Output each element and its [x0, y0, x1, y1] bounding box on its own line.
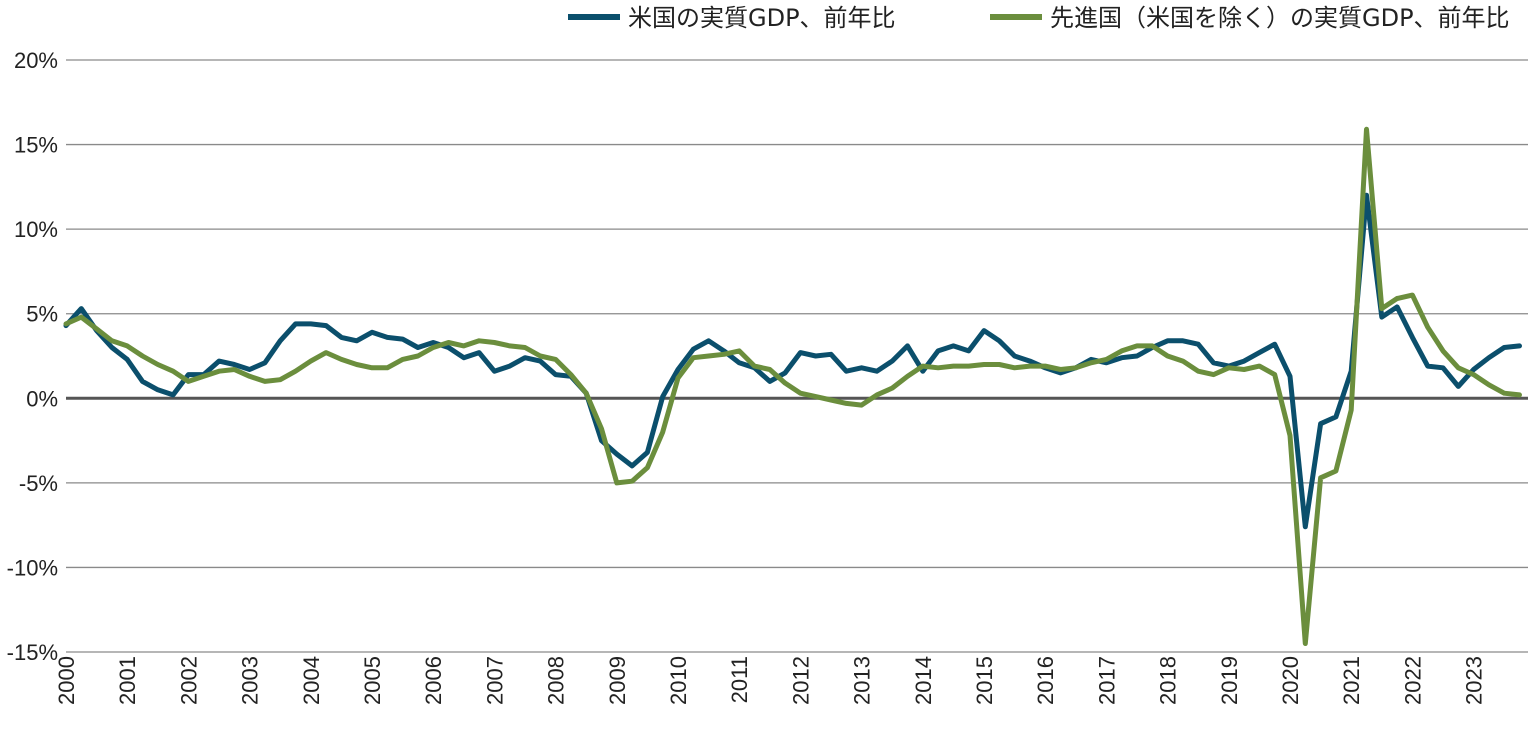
legend-label-us: 米国の実質GDP、前年比: [628, 4, 896, 32]
x-tick-label: 2009: [605, 656, 630, 705]
series-lines: [63, 126, 1522, 646]
x-tick-label: 2016: [1033, 656, 1058, 705]
x-tick-label: 2021: [1339, 656, 1364, 705]
y-tick-label: -10%: [7, 555, 58, 580]
x-tick-label: 2000: [54, 656, 79, 705]
y-tick-label: 5%: [26, 302, 58, 327]
gridlines: [66, 59, 1528, 653]
x-tick-label: 2008: [544, 656, 569, 705]
y-tick-label: 0%: [26, 386, 58, 411]
x-tick-label: 2020: [1278, 656, 1303, 705]
x-tick-label: 2019: [1217, 656, 1242, 705]
x-tick-label: 2003: [238, 656, 263, 705]
y-tick-label: 10%: [14, 217, 58, 242]
x-tick-label: 2010: [666, 656, 691, 705]
x-axis-ticks: 2000 2001 2002 2003 2004 2005 2006 2007 2008 2009…: [54, 656, 1487, 705]
series-line-us: [63, 192, 1522, 530]
x-tick-label: 2012: [788, 656, 813, 705]
x-tick-label: 2014: [911, 656, 936, 705]
legend-label-developed-ex-us: 先進国（米国を除く）の実質GDP、前年比: [1050, 4, 1510, 32]
x-tick-label: 2007: [482, 656, 507, 705]
x-tick-label: 2017: [1094, 656, 1119, 705]
x-tick-label: 2006: [421, 656, 446, 705]
x-tick-label: 2023: [1462, 656, 1487, 705]
x-tick-label: 2002: [176, 656, 201, 705]
legend-item-developed-ex-us: 先進国（米国を除く）の実質GDP、前年比: [990, 4, 1510, 32]
y-tick-label: 15%: [14, 133, 58, 158]
series-line-developed-ex-us: [63, 126, 1522, 646]
y-tick-label: 20%: [14, 48, 58, 73]
legend-item-us: 米国の実質GDP、前年比: [568, 4, 896, 32]
x-tick-label: 2022: [1400, 656, 1425, 705]
x-tick-label: 2004: [299, 656, 324, 705]
x-tick-label: 2015: [972, 656, 997, 705]
y-tick-label: -15%: [7, 640, 58, 665]
x-tick-label: 2005: [360, 656, 385, 705]
y-tick-label: -5%: [19, 471, 58, 496]
x-tick-label: 2011: [727, 656, 752, 703]
x-tick-label: 2018: [1156, 656, 1181, 705]
x-tick-label: 2013: [850, 656, 875, 705]
chart-legend: 米国の実質GDP、前年比 先進国（米国を除く）の実質GDP、前年比: [568, 4, 1510, 32]
x-tick-label: 2001: [115, 656, 140, 705]
y-axis-ticks: 20% 15% 10% 5% 0% -5% -10% -15%: [7, 48, 58, 665]
